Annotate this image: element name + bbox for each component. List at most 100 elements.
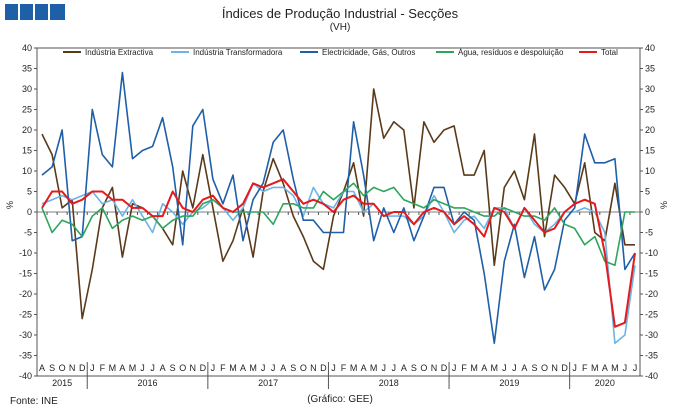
month-label: M xyxy=(491,363,499,373)
month-label: M xyxy=(591,363,599,373)
month-label: F xyxy=(100,363,106,373)
y-tick-label-left: -15 xyxy=(19,269,32,279)
month-label: M xyxy=(229,363,237,373)
y-tick-label-right: 10 xyxy=(645,166,655,176)
series-line-4 xyxy=(41,182,635,267)
month-label: M xyxy=(611,363,619,373)
month-label: A xyxy=(481,363,487,373)
logo-square-4 xyxy=(50,4,65,20)
y-tick-label-left: -25 xyxy=(19,310,32,320)
legend-label: Água, resíduos e despoluição xyxy=(458,48,564,57)
year-label: 2020 xyxy=(595,378,615,388)
month-label: F xyxy=(582,363,588,373)
month-label: O xyxy=(541,363,548,373)
month-label: N xyxy=(551,363,558,373)
logo-square-2 xyxy=(20,4,33,20)
y-tick-label-left: 25 xyxy=(22,105,32,115)
month-label: A xyxy=(401,363,407,373)
year-label: 2017 xyxy=(258,378,278,388)
source-note: Fonte: INE xyxy=(10,396,58,407)
month-label: S xyxy=(411,363,417,373)
y-tick-label-right: -40 xyxy=(645,371,658,381)
month-label: N xyxy=(190,363,197,373)
month-label: F xyxy=(220,363,226,373)
y-tick-label-right: -20 xyxy=(645,289,658,299)
series-line-5 xyxy=(41,178,636,328)
y-tick-label-left: 5 xyxy=(27,187,32,197)
y-tick-label-right: 40 xyxy=(645,43,655,53)
series-line-2 xyxy=(41,182,636,345)
month-label: M xyxy=(249,363,257,373)
y-axis-label-left: % xyxy=(5,201,15,209)
month-label: J xyxy=(261,363,266,373)
y-tick-label-right: 35 xyxy=(645,64,655,74)
y-tick-label-right: -30 xyxy=(645,330,658,340)
year-label: 2018 xyxy=(379,378,399,388)
y-tick-label-right: -15 xyxy=(645,269,658,279)
chart-title: Índices de Produção Industrial - Secções xyxy=(221,6,459,21)
month-label: M xyxy=(370,363,378,373)
y-tick-label-left: -30 xyxy=(19,330,32,340)
y-tick-label-left: 40 xyxy=(22,43,32,53)
month-label: M xyxy=(129,363,137,373)
legend: Indústria Extractiva Indústria Transforma… xyxy=(63,48,618,57)
month-label: J xyxy=(452,363,457,373)
series-line-3 xyxy=(41,71,636,345)
month-label: A xyxy=(240,363,246,373)
month-label: A xyxy=(521,363,527,373)
month-label: J xyxy=(512,363,517,373)
month-label: S xyxy=(170,363,176,373)
y-tick-label-right: -10 xyxy=(645,248,658,258)
legend-label: Indústria Extractiva xyxy=(85,48,154,57)
month-label: D xyxy=(200,363,207,373)
y-tick-label-right: 30 xyxy=(645,84,655,94)
month-label: N xyxy=(431,363,438,373)
y-tick-label-right: 15 xyxy=(645,146,655,156)
y-tick-label-right: -25 xyxy=(645,310,658,320)
series-line-1 xyxy=(41,88,635,320)
logo-square-1 xyxy=(5,4,18,20)
chart-credit: (Gráfico: GEE) xyxy=(307,394,373,405)
y-tick-label-left: -40 xyxy=(19,371,32,381)
month-label: O xyxy=(179,363,186,373)
legend-label: Electricidade, Gás, Outros xyxy=(322,48,415,57)
y-tick-label-right: -5 xyxy=(645,228,653,238)
month-label: J xyxy=(392,363,397,373)
month-label: A xyxy=(39,363,45,373)
month-label: D xyxy=(79,363,86,373)
month-label: M xyxy=(470,363,478,373)
month-label: A xyxy=(280,363,286,373)
month-label: S xyxy=(531,363,537,373)
month-label: N xyxy=(69,363,76,373)
month-label: O xyxy=(59,363,66,373)
month-label: F xyxy=(461,363,467,373)
month-label: M xyxy=(109,363,117,373)
y-tick-label-right: 5 xyxy=(645,187,650,197)
y-tick-label-left: -10 xyxy=(19,248,32,258)
y-tick-label-left: 20 xyxy=(22,125,32,135)
month-label: A xyxy=(361,363,367,373)
month-label: A xyxy=(119,363,125,373)
y-tick-label-left: -20 xyxy=(19,289,32,299)
month-label: J xyxy=(502,363,507,373)
month-label: J xyxy=(381,363,386,373)
year-label: 2015 xyxy=(52,378,72,388)
legend-label: Indústria Transformadora xyxy=(193,48,283,57)
month-label: M xyxy=(350,363,358,373)
month-label: J xyxy=(271,363,276,373)
y-tick-label-right: 25 xyxy=(645,105,655,115)
month-label: D xyxy=(320,363,327,373)
y-tick-label-left: 30 xyxy=(22,84,32,94)
y-tick-label-right: 0 xyxy=(645,207,650,217)
logo xyxy=(5,4,65,20)
y-axis-label-right: % xyxy=(659,201,669,209)
month-label: J xyxy=(331,363,336,373)
logo-square-3 xyxy=(35,4,48,20)
y-tick-label-left: 10 xyxy=(22,166,32,176)
month-label: J xyxy=(211,363,216,373)
y-tick-label-right: 20 xyxy=(645,125,655,135)
month-label: F xyxy=(341,363,347,373)
month-label: J xyxy=(623,363,628,373)
